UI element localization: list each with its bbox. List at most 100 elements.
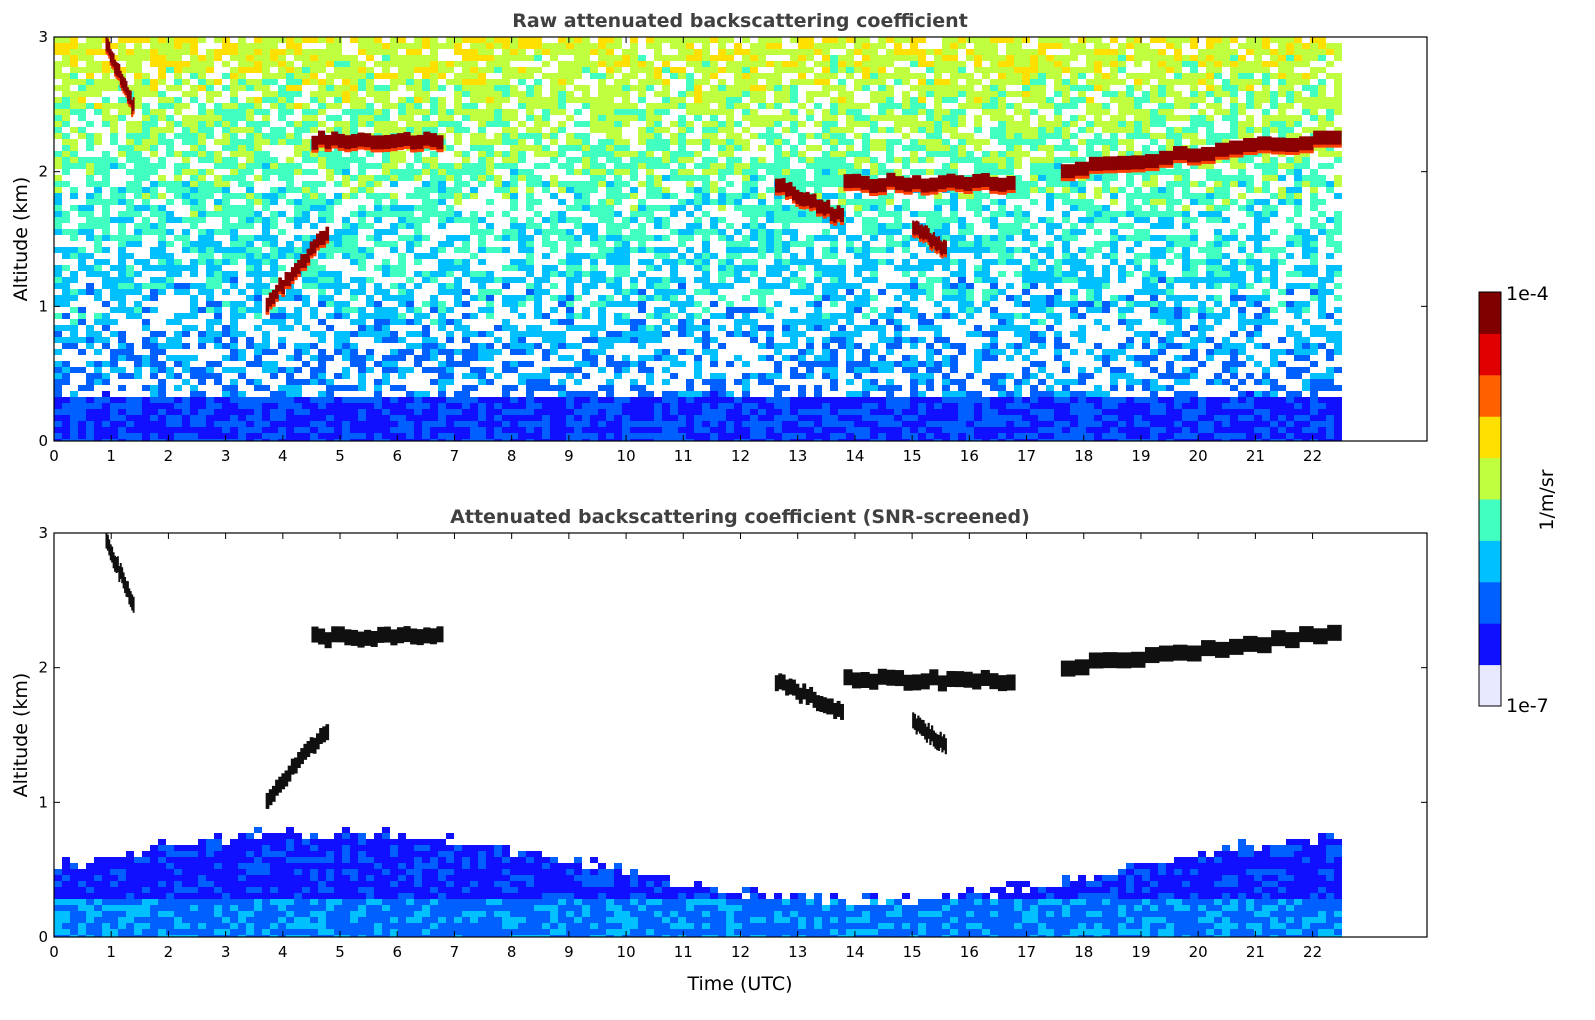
top-heatmap-cell: [550, 133, 558, 139]
top-heatmap-cell: [798, 181, 806, 187]
top-heatmap-cell: [414, 229, 422, 235]
top-heatmap-cell: [798, 349, 806, 355]
top-heatmap-cell: [702, 319, 710, 325]
top-heatmap-cell: [286, 187, 294, 193]
top-heatmap-cell: [734, 73, 742, 79]
top-heatmap-cell: [846, 307, 854, 313]
top-heatmap-cell: [766, 247, 774, 253]
top-heatmap-cell: [174, 385, 182, 391]
top-heatmap-cell: [606, 259, 614, 265]
top-heatmap-cell: [774, 49, 782, 55]
top-heatmap-cell: [694, 325, 702, 331]
top-heatmap-cell: [182, 181, 190, 187]
top-heatmap-cell: [318, 319, 326, 325]
top-heatmap-cell: [166, 367, 174, 373]
top-heatmap-cell: [102, 271, 110, 277]
top-heatmap-cell: [582, 271, 590, 277]
top-heatmap-cell: [310, 97, 318, 103]
top-heatmap-cell: [334, 127, 342, 133]
top-heatmap-cell: [262, 205, 270, 211]
top-heatmap-cell: [590, 415, 598, 421]
top-heatmap-cell: [502, 361, 510, 367]
top-heatmap-cell: [518, 403, 526, 409]
top-heatmap-cell: [518, 37, 526, 43]
top-heatmap-cell: [286, 43, 294, 49]
top-heatmap-cell: [102, 427, 110, 433]
top-heatmap-cell: [478, 307, 486, 313]
top-heatmap-cell: [534, 127, 542, 133]
top-heatmap-cell: [766, 163, 774, 169]
top-heatmap-cell: [758, 103, 766, 109]
top-heatmap-cell: [358, 325, 366, 331]
top-heatmap-cell: [494, 421, 502, 427]
top-heatmap-cell: [502, 325, 510, 331]
top-heatmap-cell: [854, 397, 862, 403]
top-heatmap-cell: [886, 55, 894, 61]
top-heatmap-cell: [694, 109, 702, 115]
top-heatmap-cell: [398, 235, 406, 241]
top-heatmap-cell: [646, 265, 654, 271]
top-heatmap-cell: [598, 235, 606, 241]
top-heatmap-cell: [254, 175, 262, 181]
top-heatmap-cell: [86, 343, 94, 349]
top-heatmap-cell: [254, 235, 262, 241]
top-heatmap-cell: [94, 187, 102, 193]
top-heatmap-cell: [390, 433, 398, 439]
top-heatmap-cell: [94, 91, 102, 97]
top-heatmap-cell: [382, 433, 390, 439]
top-heatmap-cell: [134, 397, 142, 403]
top-heatmap-cell: [598, 301, 606, 307]
top-heatmap-cell: [462, 49, 470, 55]
top-heatmap-cell: [646, 433, 654, 439]
top-heatmap-cell: [574, 421, 582, 427]
top-heatmap-cell: [718, 295, 726, 301]
top-heatmap-cell: [526, 37, 534, 43]
top-heatmap-cell: [878, 211, 886, 217]
top-heatmap-cell: [102, 61, 110, 67]
top-heatmap-cell: [270, 349, 278, 355]
top-heatmap-cell: [406, 49, 414, 55]
top-heatmap-cell: [302, 115, 310, 121]
top-heatmap-cell: [654, 403, 662, 409]
top-heatmap-cell: [70, 193, 78, 199]
top-heatmap-cell: [422, 427, 430, 433]
top-heatmap-cell: [574, 427, 582, 433]
top-heatmap-cell: [134, 145, 142, 151]
top-heatmap-cell: [710, 223, 718, 229]
top-heatmap-cell: [342, 433, 350, 439]
top-heatmap-cell: [694, 361, 702, 367]
top-heatmap-cell: [142, 355, 150, 361]
top-heatmap-cell: [830, 61, 838, 67]
top-heatmap-cell: [582, 37, 590, 43]
top-heatmap-cell: [246, 49, 254, 55]
top-heatmap-cell: [86, 169, 94, 175]
top-heatmap-cell: [598, 175, 606, 181]
top-heatmap-cell: [190, 187, 198, 193]
top-heatmap-cell: [862, 379, 870, 385]
top-heatmap-cell: [718, 403, 726, 409]
top-heatmap-cell: [838, 85, 846, 91]
top-heatmap-cell: [486, 367, 494, 373]
top-heatmap-cell: [198, 115, 206, 121]
top-heatmap-cell: [182, 403, 190, 409]
top-heatmap-cell: [582, 253, 590, 259]
top-heatmap-cell: [726, 115, 734, 121]
top-heatmap-cell: [798, 211, 806, 217]
top-heatmap-cell: [710, 73, 718, 79]
top-heatmap-cell: [86, 133, 94, 139]
top-heatmap-cell: [630, 85, 638, 91]
top-heatmap-cell: [838, 427, 846, 433]
top-heatmap-cell: [614, 403, 622, 409]
top-heatmap-cell: [710, 217, 718, 223]
top-heatmap-cell: [758, 277, 766, 283]
top-heatmap-cell: [630, 289, 638, 295]
top-heatmap-cell: [366, 415, 374, 421]
top-heatmap-cell: [614, 67, 622, 73]
top-heatmap-cell: [158, 223, 166, 229]
top-heatmap-cell: [478, 49, 486, 55]
top-heatmap-cell: [70, 295, 78, 301]
top-heatmap-cell: [726, 103, 734, 109]
top-heatmap-cell: [822, 139, 830, 145]
top-heatmap-cell: [310, 271, 318, 277]
top-heatmap-cell: [254, 259, 262, 265]
